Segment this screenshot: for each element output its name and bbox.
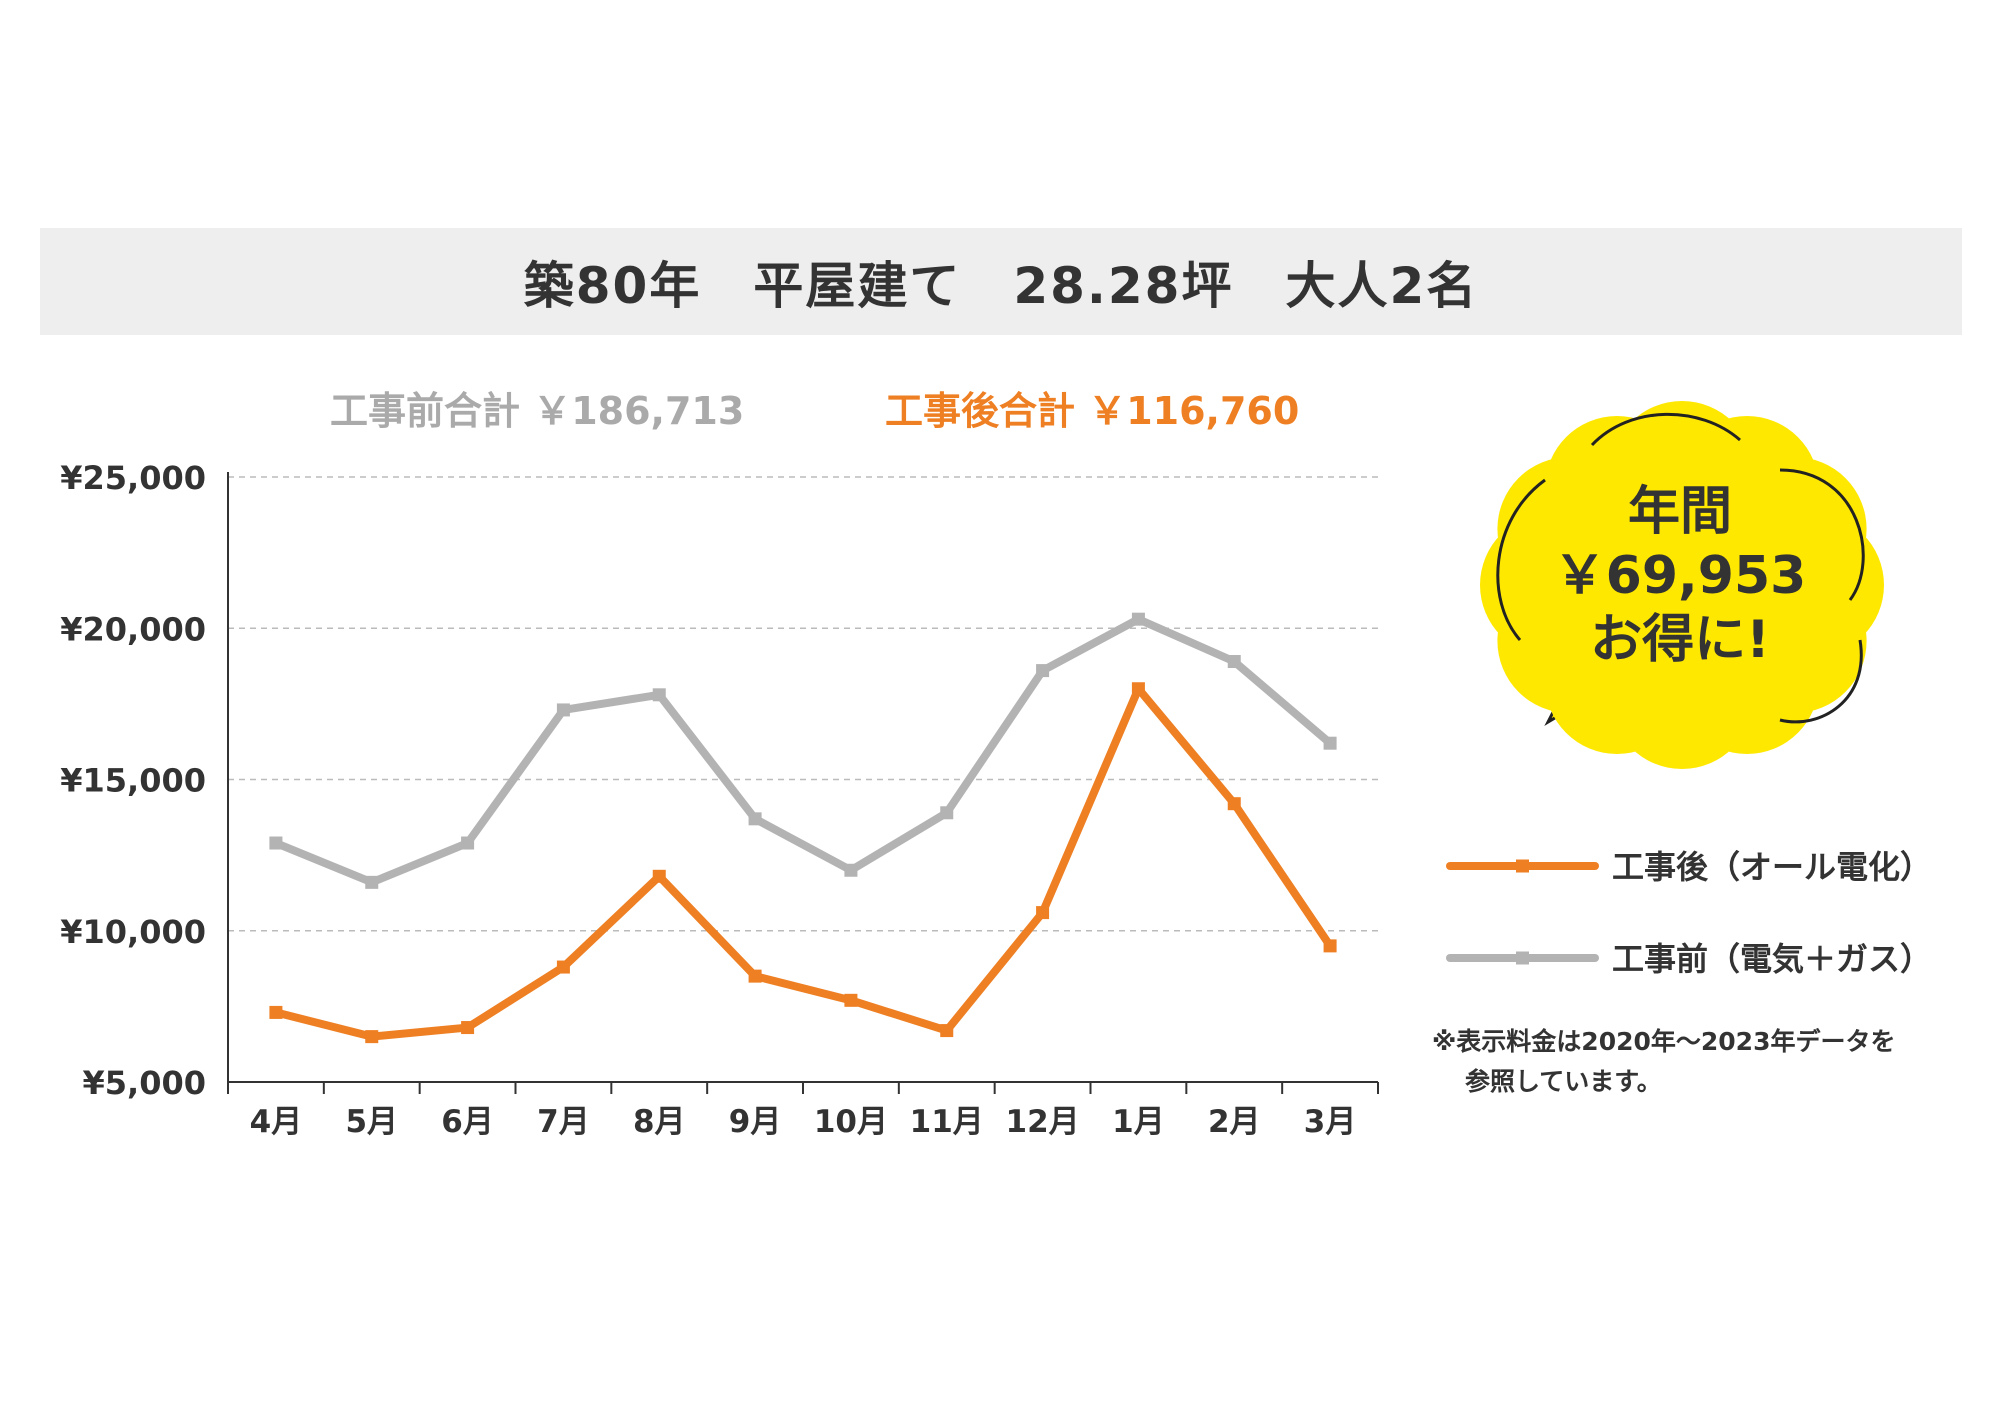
data-point-after <box>940 1024 954 1038</box>
y-tick-label: ¥15,000 <box>60 762 206 800</box>
total-after-label: 工事後合計 ￥116,760 <box>885 389 1300 433</box>
header-band: 築80年 平屋建て 28.28坪 大人2名 <box>40 228 1962 335</box>
data-point-before <box>748 812 762 826</box>
data-point-after <box>652 869 666 883</box>
y-tick-label: ¥20,000 <box>60 610 206 648</box>
x-tick-label: 2月 <box>1208 1104 1261 1140</box>
data-point-after <box>269 1005 283 1019</box>
y-tick-label: ¥10,000 <box>60 913 206 951</box>
data-point-after <box>1036 906 1050 920</box>
data-point-before <box>1227 655 1241 669</box>
bubble-outline-left <box>1496 478 1546 641</box>
x-tick-label: 12月 <box>1006 1104 1080 1140</box>
data-point-before <box>1323 736 1337 750</box>
series-line-before <box>271 615 1335 887</box>
x-tick-label: 4月 <box>250 1104 303 1140</box>
footnote-line1: ※表示料金は2020年～2023年データを <box>1432 1027 1896 1056</box>
total-before-label: 工事前合計 ￥186,713 <box>330 389 745 433</box>
y-tick-label: ¥5,000 <box>83 1064 206 1102</box>
data-point-before <box>269 836 283 850</box>
data-point-after <box>461 1021 475 1035</box>
x-tick-label: 3月 <box>1304 1104 1357 1140</box>
savings-bubble-text: 年間 ￥69,953 お得に! <box>1520 480 1840 672</box>
bubble-core <box>1532 455 1832 715</box>
x-tick-label: 7月 <box>537 1104 590 1140</box>
data-point-before <box>1036 664 1050 678</box>
legend-before-marker <box>1516 951 1529 965</box>
savings-bubble-line3: お得に! <box>1590 610 1770 670</box>
savings-bubble-amount: ￥69,953 <box>1553 546 1807 606</box>
legend-before-label: 工事前（電気＋ガス） <box>1612 940 1932 978</box>
x-tick-label: 6月 <box>441 1104 494 1140</box>
data-point-before <box>844 863 858 877</box>
legend-after-marker <box>1516 859 1529 873</box>
bubble-outline-right <box>1779 468 1865 601</box>
data-point-before <box>461 836 475 850</box>
x-tick-label: 10月 <box>814 1104 888 1140</box>
legend-after-label: 工事後（オール電化） <box>1612 848 1932 886</box>
y-tick-label: ¥25,000 <box>60 459 206 497</box>
data-point-after <box>844 993 858 1007</box>
savings-bubble-line1: 年間 <box>1627 482 1732 542</box>
footnote: ※表示料金は2020年～2023年データを 参照しています。 <box>1432 1022 1932 1102</box>
page-title: 築80年 平屋建て 28.28坪 大人2名 <box>523 256 1479 315</box>
data-point-before <box>940 806 954 820</box>
data-point-after <box>1323 939 1337 953</box>
data-point-after <box>556 960 570 974</box>
data-point-after <box>1131 682 1145 696</box>
series-line-after <box>271 684 1335 1041</box>
bubble-outline-top <box>1590 412 1741 447</box>
data-point-after <box>748 969 762 983</box>
footnote-line2: 参照しています。 <box>1465 1067 1662 1096</box>
x-tick-label: 11月 <box>910 1104 984 1140</box>
data-point-after <box>1227 797 1241 811</box>
data-point-before <box>1131 612 1145 626</box>
x-tick-label: 9月 <box>729 1104 782 1140</box>
data-point-before <box>365 875 379 889</box>
data-point-before <box>652 688 666 702</box>
data-point-after <box>365 1030 379 1044</box>
x-tick-label: 5月 <box>345 1104 398 1140</box>
x-tick-label: 8月 <box>633 1104 686 1140</box>
data-point-before <box>556 703 570 717</box>
bubble-outline-bottom <box>1779 639 1863 724</box>
x-tick-label: 1月 <box>1112 1104 1165 1140</box>
